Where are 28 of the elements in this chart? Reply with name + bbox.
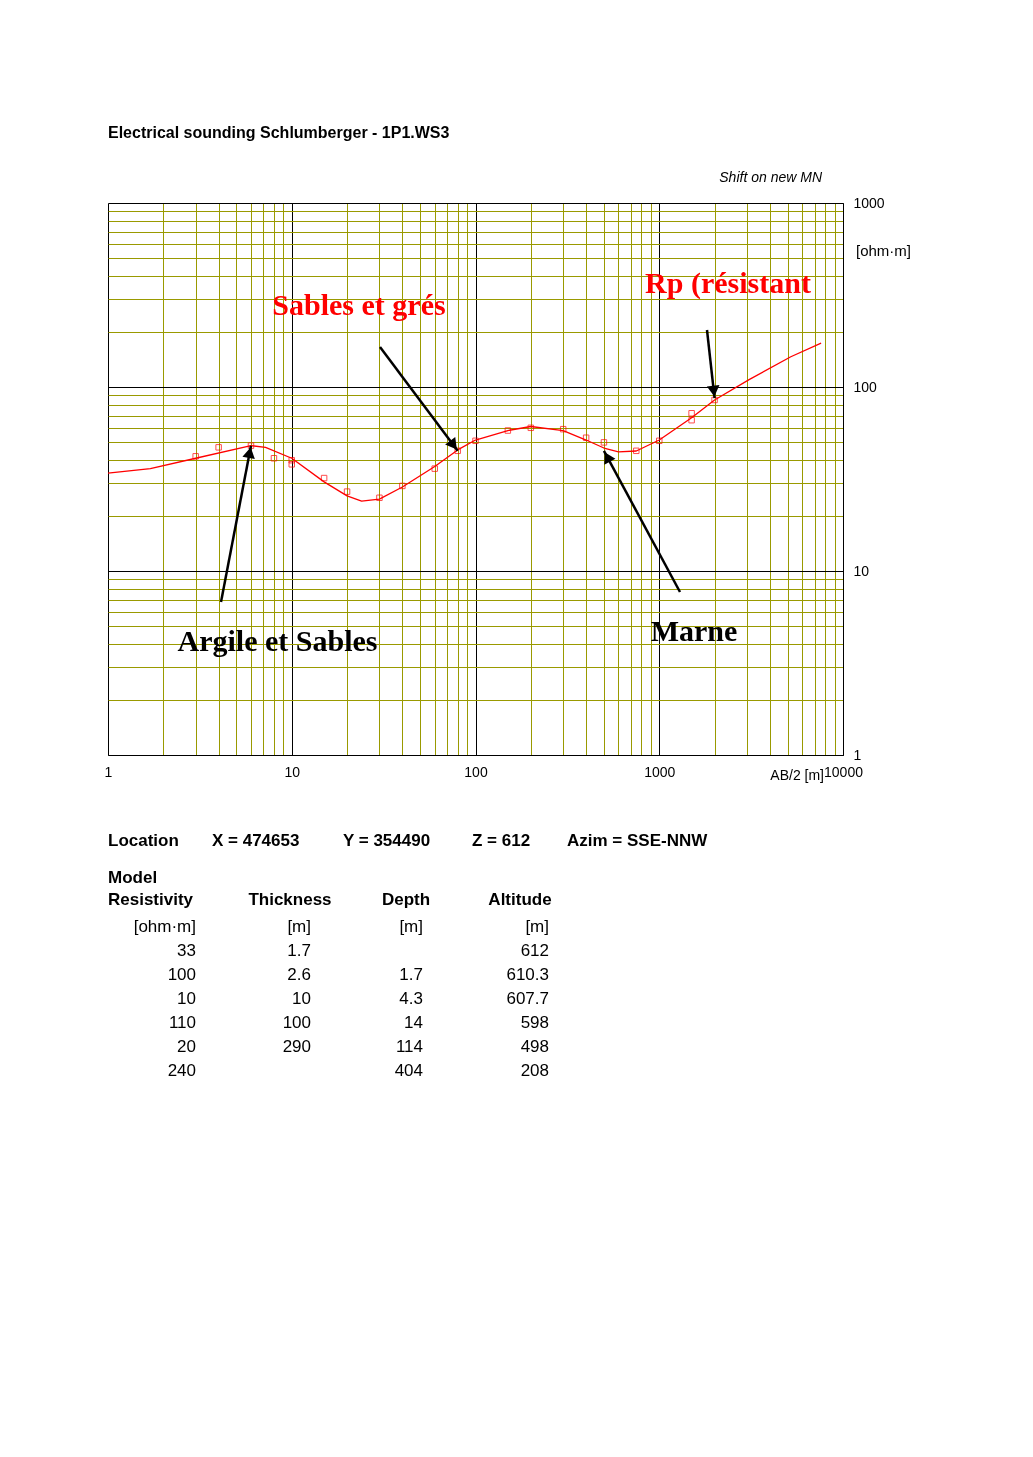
y-tick-label: 1: [853, 746, 862, 763]
text: Altitude: [488, 890, 552, 909]
x-tick-label: 100: [464, 763, 488, 780]
text: Shift on new MN: [719, 169, 823, 185]
x-axis-title: AB/2 [m]: [770, 767, 824, 783]
text: Y = 354490: [343, 831, 431, 850]
y-tick-label: 10: [853, 562, 870, 579]
y-axis-title: [ohm·m]: [856, 242, 912, 259]
text: Resistivity: [108, 890, 194, 909]
text: Depth: [381, 890, 431, 909]
text: [m] 612 610.3 607.7 598 498 208: [506, 917, 549, 1080]
text: [m]: [399, 917, 423, 936]
x-tick-label: 10000: [824, 763, 864, 780]
text: X = 474653: [212, 831, 300, 850]
text: Thickness: [248, 890, 332, 909]
text: Location: [108, 831, 179, 850]
text: 1.7 4.3 14 114 404: [394, 965, 423, 1080]
text: [ohm·m] 33 100 10 110 20 240: [133, 917, 196, 1080]
y-tick-label: 1000: [853, 194, 885, 211]
text: Azim = SSE-NNW: [567, 831, 709, 850]
x-tick-label: 1: [104, 763, 113, 780]
chart-title: Electrical sounding Schlumberger - 1P1.WS3: [108, 124, 450, 141]
text: [m] 1.7 2.6 10 100 290: [282, 917, 311, 1056]
text: Z = 612: [472, 831, 531, 850]
x-tick-label: 1000: [644, 763, 676, 780]
text: Model: [108, 868, 158, 887]
y-tick-label: 100: [853, 378, 878, 395]
x-tick-label: 10: [284, 763, 301, 780]
